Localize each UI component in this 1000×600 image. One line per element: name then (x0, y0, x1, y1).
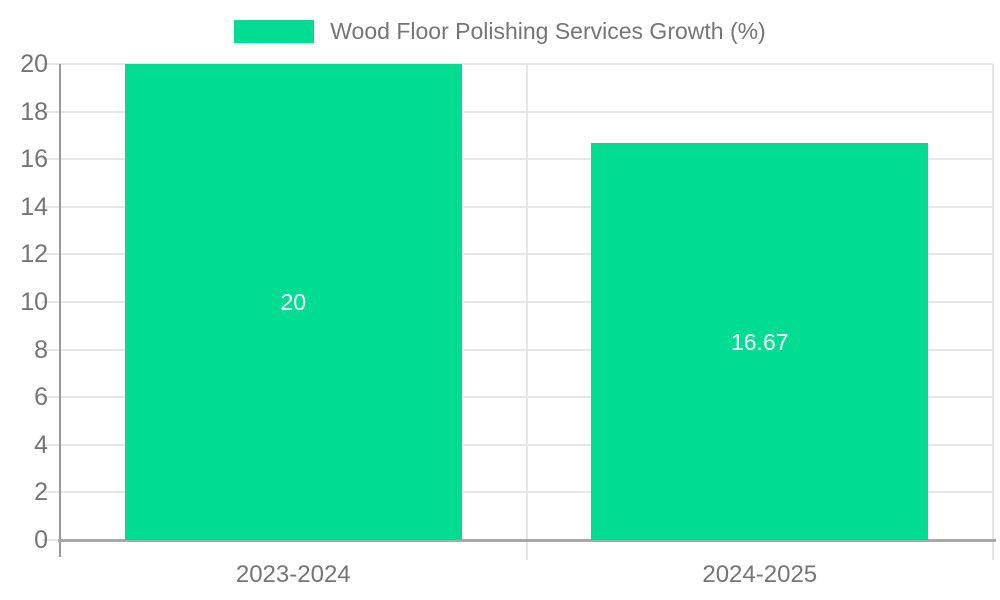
gridline-horizontal (42, 491, 993, 494)
y-tick-label: 14 (20, 192, 48, 221)
bar (124, 64, 462, 540)
gridline-horizontal (42, 63, 993, 65)
bar (591, 143, 929, 540)
gridline-horizontal (42, 253, 993, 256)
gridline-vertical (525, 64, 528, 560)
legend-label: Wood Floor Polishing Services Growth (%) (330, 18, 766, 44)
gridline-horizontal (42, 443, 993, 446)
bar-value-label: 20 (280, 289, 307, 315)
gridline-horizontal (42, 110, 993, 113)
y-tick-label: 0 (34, 526, 48, 554)
y-tick-label: 20 (20, 50, 48, 78)
gridline-horizontal (42, 348, 993, 351)
x-tick-label: 2023-2024 (235, 561, 351, 588)
y-tick-label: 12 (20, 240, 48, 269)
y-tick-label: 2 (34, 478, 48, 507)
gridline-horizontal (42, 158, 993, 161)
y-axis-line (59, 64, 61, 557)
gridline-vertical (992, 64, 994, 560)
y-tick-label: 18 (20, 97, 48, 126)
gridline-horizontal (42, 205, 993, 208)
gridline-horizontal (42, 301, 993, 303)
y-tick-label: 10 (20, 288, 48, 316)
gridline-horizontal (42, 396, 993, 399)
y-tick-label: 8 (34, 335, 48, 364)
x-axis-baseline (58, 538, 996, 542)
y-tick-label: 4 (34, 430, 48, 459)
y-tick-mark (42, 539, 60, 541)
legend-swatch (234, 20, 315, 43)
x-tick-label: 2024-2025 (702, 561, 818, 588)
bar-value-label: 16.67 (730, 328, 789, 355)
y-tick-label: 16 (20, 145, 48, 174)
y-tick-label: 6 (34, 383, 48, 412)
legend: Wood Floor Polishing Services Growth (%) (0, 18, 1000, 45)
